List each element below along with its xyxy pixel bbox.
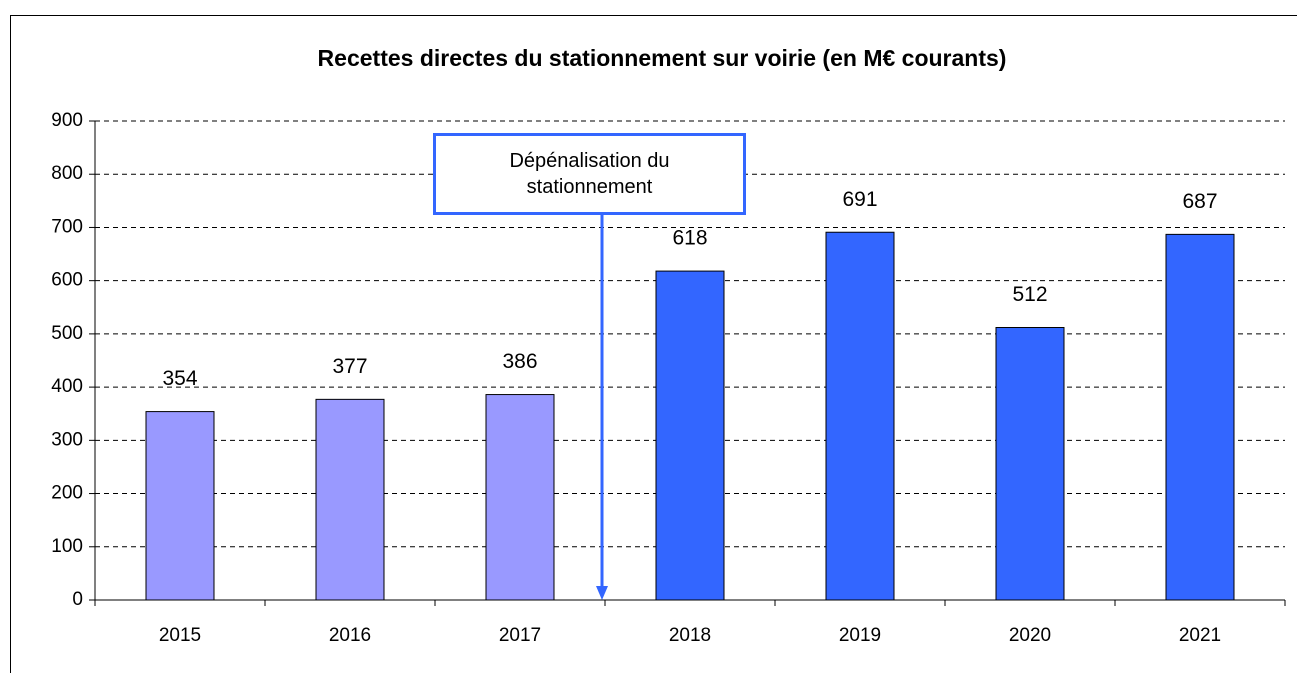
annotation: Dépénalisation du stationnement <box>433 133 746 215</box>
chart-title: Recettes directes du stationnement sur v… <box>318 45 1007 71</box>
value-label: 691 <box>842 188 877 211</box>
y-tick-label: 800 <box>51 163 83 184</box>
y-tick-label: 100 <box>51 536 83 557</box>
y-tick-label: 500 <box>51 323 83 344</box>
y-tick-label: 700 <box>51 216 83 237</box>
x-tick-label: 2016 <box>329 625 371 646</box>
x-tick-label: 2019 <box>839 625 881 646</box>
value-label: 354 <box>162 367 197 390</box>
y-tick-label: 900 <box>51 110 83 131</box>
value-label: 687 <box>1182 190 1217 213</box>
y-tick-label: 400 <box>51 376 83 397</box>
y-tick-label: 600 <box>51 270 83 291</box>
bar <box>825 231 895 601</box>
x-tick-label: 2020 <box>1009 625 1051 646</box>
y-tick-label: 0 <box>72 589 83 610</box>
bar <box>145 411 215 601</box>
bar <box>315 398 385 601</box>
x-tick-label: 2017 <box>499 625 541 646</box>
bar <box>655 270 725 601</box>
value-label: 512 <box>1012 283 1047 306</box>
bar <box>995 327 1065 601</box>
y-tick-label: 300 <box>51 429 83 450</box>
x-tick-label: 2021 <box>1179 625 1221 646</box>
annotation-arrowhead <box>596 586 608 600</box>
y-tick-label: 200 <box>51 483 83 504</box>
bar <box>485 394 555 601</box>
value-label: 377 <box>332 355 367 378</box>
value-label: 618 <box>672 227 707 250</box>
bar <box>1165 233 1235 601</box>
value-label: 386 <box>502 350 537 373</box>
x-tick-label: 2018 <box>669 625 711 646</box>
x-tick-label: 2015 <box>159 625 201 646</box>
